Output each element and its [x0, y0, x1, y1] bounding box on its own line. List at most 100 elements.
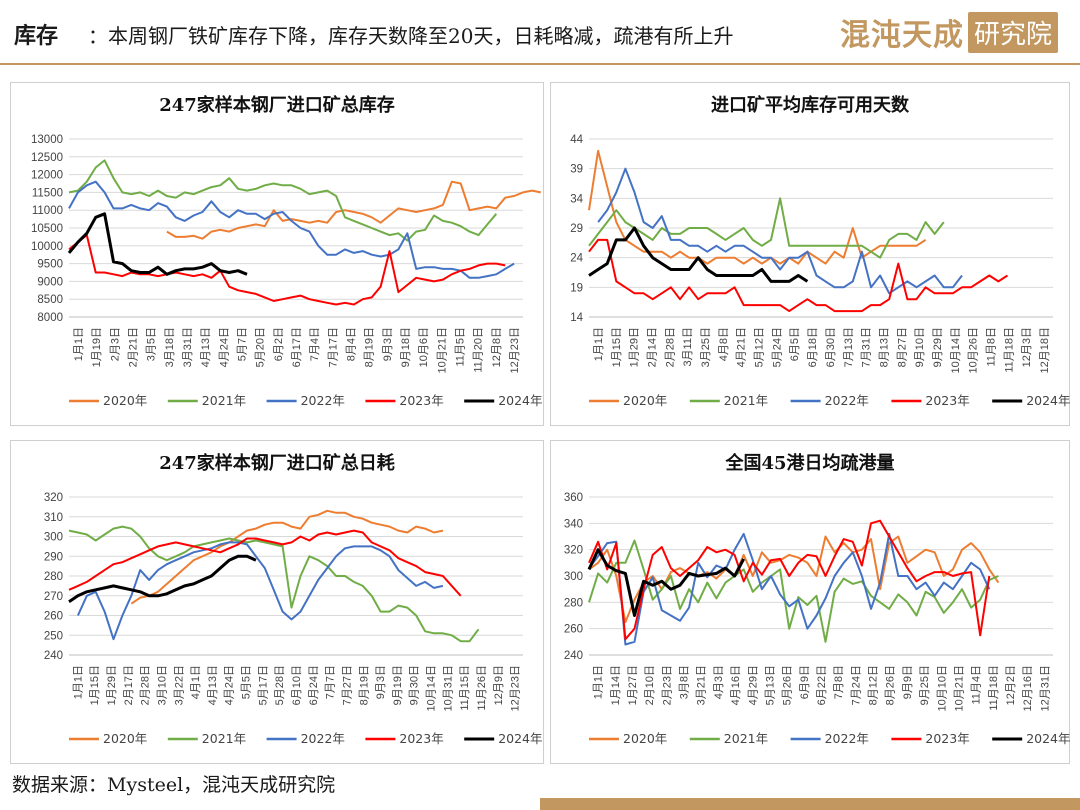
- x-tick-label: 7月27日: [341, 665, 353, 705]
- x-tick-label: 1月19日: [91, 327, 103, 367]
- x-tick-label: 9月9日: [902, 665, 914, 699]
- x-tick-label: 2月10日: [644, 665, 656, 705]
- x-tick-label: 11月18日: [1003, 327, 1015, 373]
- legend-label: 2020年: [103, 731, 147, 746]
- legend-label: 2024年: [1026, 393, 1070, 408]
- x-tick-label: 3月5日: [146, 327, 158, 361]
- y-tick-label: 300: [44, 532, 63, 544]
- x-tick-label: 6月5日: [789, 327, 801, 361]
- chart-title: 247家样本钢厂进口矿总日耗: [159, 453, 395, 474]
- x-tick-label: 8月27日: [896, 327, 908, 367]
- series-line: [68, 234, 506, 306]
- x-tick-label: 2月3日: [109, 327, 121, 361]
- x-tick-label: 11月26日: [476, 665, 488, 711]
- data-source-note: 数据来源：Mysteel，混沌天成研究院: [12, 774, 336, 796]
- series-line: [588, 519, 991, 641]
- x-tick-label: 6月30日: [825, 327, 837, 367]
- x-tick-label: 4月29日: [747, 665, 759, 705]
- x-tick-label: 5月24日: [771, 327, 783, 367]
- x-tick-label: 2月28日: [664, 327, 676, 367]
- y-tick-label: 9000: [37, 276, 63, 288]
- y-tick-label: 12500: [31, 152, 63, 164]
- y-tick-label: 9500: [37, 259, 63, 271]
- series-line: [68, 554, 257, 603]
- x-tick-label: 3月22日: [173, 665, 185, 705]
- x-tick-label: 2月21日: [128, 327, 140, 367]
- x-tick-label: 1月1日: [593, 327, 605, 361]
- x-tick-label: 7月31日: [861, 327, 873, 367]
- series-line: [588, 238, 1009, 313]
- series-line: [68, 180, 515, 279]
- x-tick-label: 1月15日: [89, 665, 101, 705]
- x-tick-label: 3月18日: [164, 327, 176, 367]
- series-line: [588, 149, 927, 265]
- header-divider: [0, 63, 1080, 65]
- x-tick-label: 4月24日: [218, 327, 230, 367]
- x-tick-label: 5月13日: [764, 665, 776, 705]
- x-tick-label: 9月29日: [932, 327, 944, 367]
- series-line: [588, 226, 809, 283]
- y-tick-label: 340: [564, 518, 583, 530]
- x-tick-label: 12月16日: [1022, 665, 1034, 711]
- x-tick-label: 4月3日: [713, 665, 725, 699]
- chart-panel-daily-consumption: 247家样本钢厂进口矿总日耗 240 250 260 270 280 290 300 310 3…: [10, 440, 544, 764]
- legend-label: 2024年: [1026, 731, 1070, 746]
- legend-label: 2020年: [623, 731, 667, 746]
- x-tick-label: 10月21日: [953, 665, 965, 711]
- x-tick-label: 7月24日: [850, 665, 862, 705]
- series-line: [587, 548, 746, 617]
- legend-label: 2023年: [399, 393, 443, 408]
- x-tick-label: 12月9日: [493, 665, 505, 705]
- y-tick-label: 12000: [31, 170, 63, 182]
- x-tick-label: 2月23日: [661, 665, 673, 705]
- x-tick-label: 4月13日: [200, 327, 212, 367]
- x-tick-label: 2月28日: [140, 665, 152, 705]
- x-tick-label: 10月31日: [442, 665, 454, 711]
- x-tick-label: 10月14日: [426, 665, 438, 711]
- y-tick-label: 44: [570, 134, 583, 146]
- legend-label: 2022年: [301, 393, 345, 408]
- y-tick-label: 250: [44, 630, 63, 642]
- y-tick-label: 11500: [32, 187, 63, 199]
- y-tick-label: 260: [44, 611, 63, 623]
- footer-accent-bar: [540, 798, 1080, 810]
- x-tick-label: 1月1日: [73, 327, 85, 361]
- x-tick-label: 4月16日: [730, 665, 742, 705]
- x-tick-label: 7月8日: [833, 665, 845, 699]
- legend-label: 2024年: [498, 731, 542, 746]
- chart-panel-port-clearance: 全国45港日均疏港量 240 260 280 300 320 340 360 1月1日 1月14…: [550, 440, 1071, 764]
- series-line: [130, 509, 444, 605]
- x-tick-label: 7月4日: [309, 327, 321, 361]
- x-tick-label: 5月12日: [754, 327, 766, 367]
- chart-svg: 8000 8500 9000 9500 10000 10500 11000 11500 1200…: [31, 134, 542, 408]
- x-tick-label: 1月14日: [610, 665, 622, 705]
- chart-panel-inventory-days: 进口矿平均库存可用天数 14 19 24 29 34 39 44 1月1日 1月15日 1月29日…: [550, 82, 1071, 426]
- chart-svg: 14 19 24 29 34 39 44 1月1日 1月15日 1月29日 2月14日 2月28日 3月…: [570, 134, 1070, 408]
- x-tick-label: 6月22日: [816, 665, 828, 705]
- x-tick-label: 10月6日: [418, 327, 430, 367]
- y-tick-label: 11000: [32, 205, 63, 217]
- series-line: [68, 525, 480, 643]
- y-tick-label: 10000: [31, 241, 63, 253]
- chart-title: 247家样本钢厂进口矿总库存: [159, 95, 395, 116]
- y-tick-label: 8000: [37, 312, 63, 324]
- y-tick-label: 240: [564, 650, 583, 662]
- x-tick-label: 10月14日: [950, 327, 962, 373]
- series-line: [68, 159, 498, 242]
- x-tick-label: 12月23日: [510, 665, 522, 711]
- x-tick-label: 8月19日: [364, 327, 376, 367]
- x-tick-label: 3月31日: [182, 327, 194, 367]
- series-line: [68, 529, 462, 597]
- legend-label: 2021年: [724, 393, 768, 408]
- y-tick-label: 260: [564, 624, 583, 636]
- y-tick-label: 19: [570, 282, 583, 294]
- x-tick-label: 9月3日: [382, 327, 394, 361]
- page-header: 库存 ：本周钢厂铁矿库存下降，库存天数降至20天，日耗略减，疏港有所上升 混沌天…: [0, 0, 1080, 64]
- x-tick-label: 1月29日: [106, 665, 118, 705]
- legend-label: 2024年: [498, 393, 542, 408]
- x-tick-label: 3月10日: [156, 665, 168, 705]
- x-tick-label: 6月2日: [273, 327, 285, 361]
- y-tick-label: 280: [44, 571, 63, 583]
- logo-text: 混沌天成: [839, 18, 964, 53]
- x-tick-label: 5月28日: [274, 665, 286, 705]
